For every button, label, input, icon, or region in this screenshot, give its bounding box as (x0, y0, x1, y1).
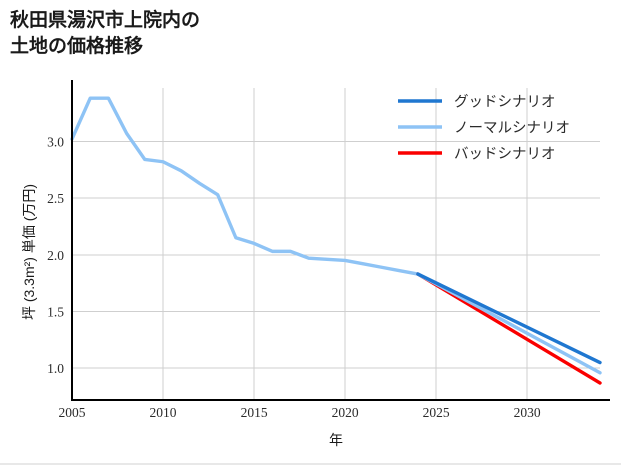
series-line-forecast (416, 272, 602, 365)
y-tick-label: 1.0 (47, 361, 64, 376)
x-axis-title: 年 (329, 432, 343, 448)
legend-label: ノーマルシナリオ (454, 121, 570, 137)
footer-divider (0, 463, 621, 465)
x-tick-label: 2010 (150, 405, 177, 420)
y-axis-title: 坪 (3.3m²) 単価 (万円) (21, 184, 37, 320)
axis-spines (70, 80, 610, 402)
gridlines (71, 88, 600, 400)
y-tick-label: 2.5 (47, 191, 64, 206)
x-tick-label: 2025 (423, 405, 450, 420)
x-tick-label: 2020 (332, 405, 359, 420)
legend-label: バッドシナリオ (454, 147, 556, 163)
legend-label: グッドシナリオ (454, 94, 556, 111)
y-tick-label: 1.5 (47, 305, 64, 320)
y-tick-label: 2.0 (47, 248, 64, 263)
y-axis-tick-labels: 1.0 1.5 2.0 2.5 3.0 (47, 134, 64, 376)
x-tick-label: 2005 (59, 405, 86, 420)
series-group (70, 96, 602, 385)
chart-title: 秋田県湯沢市上院内の 土地の価格推移 (10, 10, 201, 57)
x-tick-label: 2015 (241, 405, 268, 420)
x-tick-label: 2030 (514, 405, 541, 420)
x-axis-tick-labels: 2005 2010 2015 2020 2025 2030 (59, 405, 541, 420)
series-line-history (70, 96, 420, 276)
y-tick-label: 3.0 (47, 134, 64, 149)
